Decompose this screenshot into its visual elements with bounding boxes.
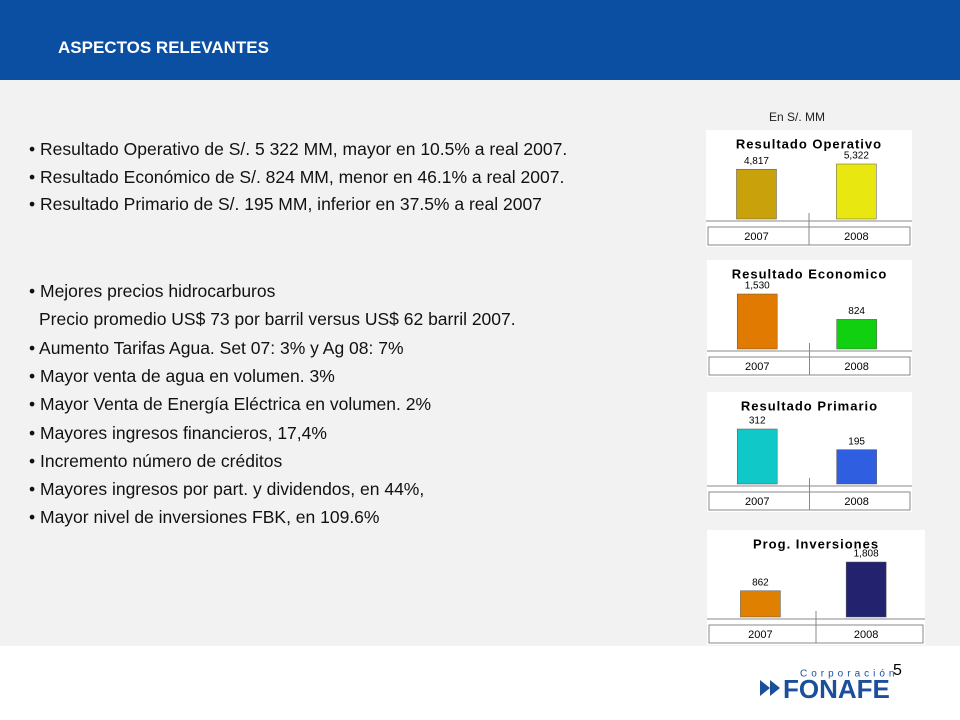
bullet-text: • Mayor Venta de Energía Eléctrica en vo… (29, 394, 432, 415)
x-tick-label: 2007 (744, 231, 768, 243)
bar (736, 293, 778, 350)
bar (845, 561, 887, 618)
value-label: 1,808 (854, 549, 879, 560)
bullet-text: Precio promedio US$ 73 por barril versus… (39, 309, 516, 330)
header: ASPECTOS RELEVANTES (0, 0, 960, 80)
chart-title: Prog. Inversiones (753, 536, 879, 551)
chart-title: Resultado Primario (741, 398, 878, 413)
logo: Corporación FONAFE (760, 669, 898, 704)
bullet-text: • Resultado Operativo de S/. 5 322 MM, m… (29, 139, 568, 159)
x-tick-label: 2008 (854, 629, 878, 641)
x-tick-label: 2008 (844, 361, 868, 373)
value-label: 5,322 (844, 151, 869, 162)
bar (736, 428, 778, 485)
bar (836, 319, 877, 350)
bullet-text: • Mayores ingresos financieros, 17,4% (29, 422, 327, 443)
x-tick-label: 2007 (745, 496, 769, 508)
bullet-text: • Mayor venta de agua en volumen. 3% (29, 365, 335, 386)
logo-icon (760, 680, 780, 696)
value-label: 195 (848, 436, 865, 447)
x-tick-label: 2007 (745, 361, 769, 373)
bullet-text: • Aumento Tarifas Agua. Set 07: 3% y Ag … (29, 337, 404, 358)
bullet-text: • Resultado Primario de S/. 195 MM, infe… (29, 194, 542, 214)
value-label: 862 (752, 577, 769, 588)
value-label: 312 (749, 416, 766, 427)
page-number: 5 (893, 662, 902, 679)
bullet-text: • Mayores ingresos por part. y dividendo… (29, 479, 425, 500)
x-tick-label: 2007 (748, 629, 772, 641)
value-label: 824 (848, 306, 865, 317)
unit-note: En S/. MM (769, 110, 826, 124)
x-tick-label: 2008 (844, 231, 868, 243)
bullet-text: • Resultado Económico de S/. 824 MM, men… (29, 166, 565, 187)
value-label: 1,530 (745, 281, 770, 292)
logo-tagline: Corporación (800, 669, 898, 680)
value-label: 4,817 (744, 156, 769, 167)
bar (836, 449, 877, 485)
bar (740, 590, 781, 618)
header-title: ASPECTOS RELEVANTES (58, 38, 269, 57)
chart-title: Resultado Operativo (736, 136, 882, 151)
bullet-text: • Mayor nivel de inversiones FBK, en 109… (29, 507, 380, 528)
bar (836, 163, 877, 220)
bullet-text: • Incremento número de créditos (29, 450, 283, 471)
chart-title: Resultado Economico (732, 266, 888, 281)
bullet-text: • Mejores precios hidrocarburos (29, 281, 276, 301)
logo-name: FONAFE (783, 674, 890, 704)
x-tick-label: 2008 (844, 496, 868, 508)
bar (736, 168, 777, 220)
